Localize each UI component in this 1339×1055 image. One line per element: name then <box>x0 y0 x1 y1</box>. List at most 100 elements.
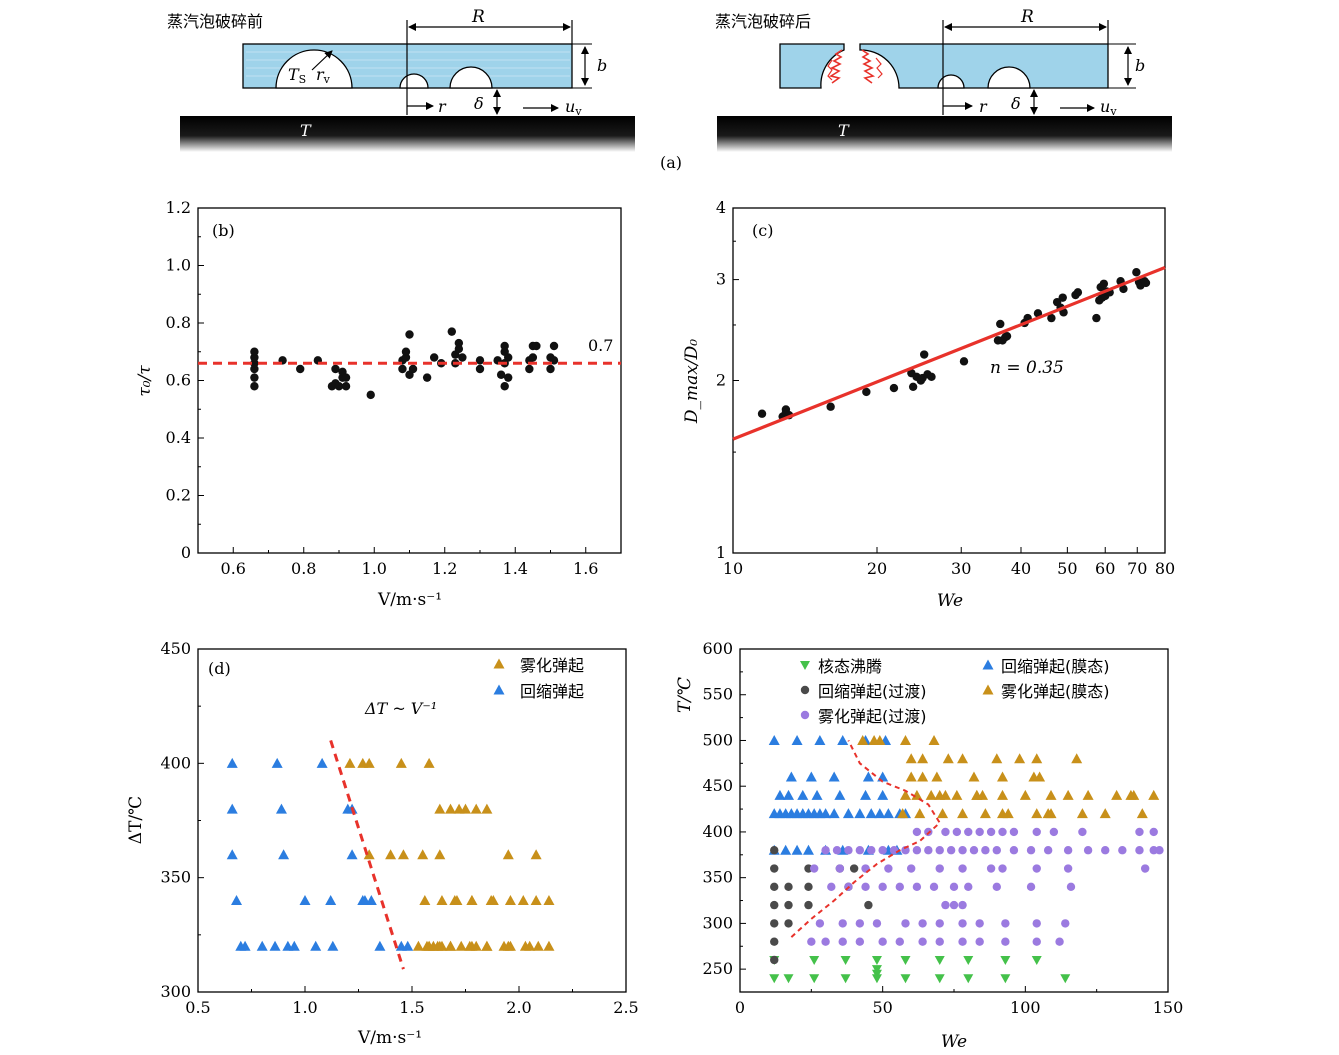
series-雾化弹起(过渡) <box>807 827 1164 946</box>
data-point <box>325 895 337 906</box>
data-point <box>874 734 886 745</box>
data-point <box>986 864 996 873</box>
legend-marker <box>982 659 994 670</box>
ts-label: TS <box>288 65 306 86</box>
data-point <box>1111 789 1123 800</box>
data-point <box>917 771 929 782</box>
x-tick-label: 80 <box>1155 559 1175 578</box>
data-point <box>918 937 927 946</box>
y-tick-label: 3 <box>716 270 726 289</box>
fit-label: n = 0.35 <box>990 358 1064 378</box>
data-point <box>1135 846 1144 855</box>
data-point <box>935 846 944 855</box>
data-point <box>770 864 779 873</box>
data-point <box>528 353 538 362</box>
x-tick-label: 10 <box>723 559 743 578</box>
y-tick-label: 350 <box>160 868 191 887</box>
series-回缩弹起(过渡) <box>770 846 873 965</box>
data-point <box>502 849 514 860</box>
data-point <box>791 734 803 745</box>
data-point <box>855 919 865 928</box>
data-point <box>964 882 973 892</box>
data-point <box>525 364 534 374</box>
x-tick-label: 1.4 <box>503 559 528 578</box>
data-point <box>897 808 909 819</box>
data-point <box>968 771 980 782</box>
data-point <box>871 955 882 965</box>
data-point <box>1031 808 1043 819</box>
uv-label: uv <box>1100 97 1117 118</box>
data-point <box>530 849 542 860</box>
data-point <box>363 757 375 768</box>
data-point <box>1031 955 1042 965</box>
data-point <box>1032 864 1041 873</box>
x-tick-label: 70 <box>1127 559 1147 578</box>
data-point <box>815 919 825 928</box>
data-point <box>451 895 463 906</box>
x-tick-label: 1.5 <box>399 998 424 1017</box>
x-tick-label: 50 <box>1057 559 1077 578</box>
data-point <box>997 771 1009 782</box>
data-point <box>895 882 904 892</box>
data-point <box>855 846 865 855</box>
data-point <box>900 974 911 984</box>
data-point <box>1062 789 1074 800</box>
data-point <box>1000 955 1011 965</box>
data-point <box>1060 974 1071 984</box>
data-point <box>1001 937 1010 946</box>
data-point <box>1026 846 1036 855</box>
data-point <box>857 734 869 745</box>
data-point <box>872 919 882 928</box>
data-point <box>802 844 814 855</box>
data-point <box>958 846 967 855</box>
data-point <box>1066 882 1076 892</box>
data-point <box>981 846 990 855</box>
y-tick-label: 600 <box>702 639 733 658</box>
data-point <box>271 757 283 768</box>
series-雾化弹起 <box>344 757 555 951</box>
data-point <box>532 940 544 951</box>
data-point <box>770 900 779 910</box>
data-point <box>877 789 889 800</box>
y-tick-label: 0.4 <box>166 428 191 447</box>
data-point <box>827 882 836 892</box>
series-雾化弹起(膜态) <box>857 734 1160 819</box>
data-point <box>401 347 411 356</box>
data-point <box>971 789 983 800</box>
plot-frame <box>732 207 1166 554</box>
data-point <box>363 849 375 860</box>
data-point <box>959 357 969 366</box>
data-point <box>838 937 847 946</box>
data-point <box>1009 846 1019 855</box>
y-tick-label: 0.6 <box>166 371 191 390</box>
data-point <box>423 940 435 951</box>
data-point <box>278 849 290 860</box>
data-point <box>269 940 281 951</box>
data-point <box>769 974 780 984</box>
data-point <box>1002 331 1012 341</box>
data-point <box>924 846 933 855</box>
data-point <box>1032 919 1041 928</box>
rv-arrow <box>311 50 333 71</box>
data-point <box>1148 789 1160 800</box>
data-point <box>931 771 943 782</box>
y-tick-label: 450 <box>160 639 191 658</box>
data-point <box>1031 753 1043 764</box>
series-回缩弹起(膜态) <box>768 734 911 855</box>
data-point <box>871 969 882 979</box>
legend-label: 雾化弹起(过渡) <box>818 707 927 726</box>
b-label: b <box>1135 56 1145 75</box>
data-point <box>460 803 471 814</box>
x-tick-label: 20 <box>867 559 887 578</box>
legend-marker <box>800 710 810 720</box>
heated-plate <box>717 116 1172 152</box>
data-point <box>865 808 877 819</box>
rv-label: rv <box>316 65 331 86</box>
panel-a-right: 蒸汽泡破碎后 R b r δ uv T <box>715 7 1172 152</box>
b-label: b <box>597 56 607 75</box>
data-point <box>288 940 300 951</box>
data-point <box>334 382 344 391</box>
data-point <box>398 364 407 374</box>
data-point <box>814 734 826 745</box>
